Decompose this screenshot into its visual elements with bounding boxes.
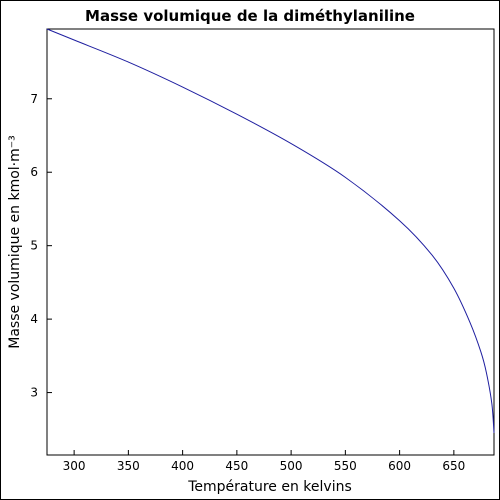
y-tick-label: 3 — [30, 386, 38, 400]
plot-area — [46, 28, 495, 456]
x-tick-label: 400 — [171, 459, 194, 473]
x-tick-label: 500 — [280, 459, 303, 473]
x-tick-label: 350 — [117, 459, 140, 473]
x-tick-label: 450 — [225, 459, 248, 473]
x-tick-label: 600 — [388, 459, 411, 473]
y-tick-label: 6 — [30, 165, 38, 179]
x-tick-label: 550 — [334, 459, 357, 473]
x-tick-label: 650 — [442, 459, 465, 473]
chart-title: Masse volumique de la diméthylaniline — [85, 7, 415, 25]
y-axis-ticks: 3 4 5 6 7 — [30, 92, 52, 400]
y-tick-label: 7 — [30, 92, 38, 106]
y-axis-label: Masse volumique en kmol·m⁻³ — [7, 135, 23, 349]
series-line-density — [46, 28, 495, 434]
y-tick-label: 4 — [30, 312, 38, 326]
x-axis-label: Température en kelvins — [187, 479, 352, 495]
y-tick-label: 5 — [30, 239, 38, 253]
x-tick-label: 300 — [63, 459, 86, 473]
x-axis-ticks: 300 350 400 450 500 550 600 650 — [63, 450, 465, 473]
